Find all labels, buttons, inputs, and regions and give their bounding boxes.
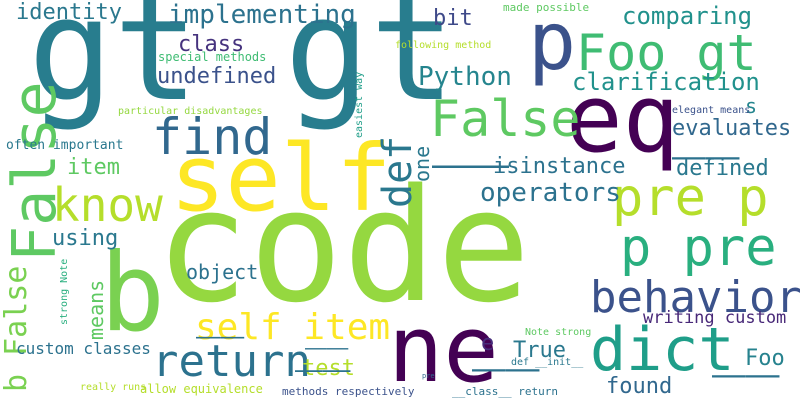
word-foo: Foo <box>745 346 785 371</box>
word-bit: bit <box>433 6 473 31</box>
word-s: s <box>745 94 758 118</box>
word-comparing: comparing <box>622 2 753 30</box>
word-operators: operators <box>480 178 621 208</box>
word-underscore-g: __ <box>305 309 349 350</box>
word-made-possible: made possible <box>503 1 590 14</box>
word-test: test <box>302 356 355 381</box>
word-e: e <box>481 331 495 356</box>
word-underscore-e: __ <box>712 313 780 378</box>
word-clarification: clarification <box>572 68 760 96</box>
word-undefined: undefined <box>157 64 277 89</box>
word-means-vertical: means <box>84 279 108 340</box>
word-implementing: implementing <box>168 0 356 30</box>
word-python: Python <box>418 62 512 92</box>
word-false: False <box>430 90 581 148</box>
word-pre-p: pre p <box>612 168 769 228</box>
word-isinstance: isinstance <box>493 154 626 179</box>
word-def-init: def __init__ <box>511 357 584 368</box>
word-underscore-d: __ <box>472 307 540 372</box>
word-evaluates: evaluates <box>672 116 792 141</box>
word-note-strong: Note strong <box>525 327 592 338</box>
word-easiest-way-vertical: easiest way <box>354 71 365 138</box>
word-ne: ne <box>388 296 499 400</box>
word-elegant-means: elegant means <box>672 105 751 116</box>
word-methods-respectively: methods respectively <box>282 385 415 398</box>
word-b-false-vertical: b False <box>0 265 34 392</box>
word-class-return: __class__ return <box>452 385 558 398</box>
word-one-vertical: one <box>410 145 434 182</box>
word-find: find <box>152 108 273 166</box>
word-self: self <box>170 125 392 232</box>
word-self-item: self item <box>195 307 391 348</box>
word-item: item <box>67 155 120 180</box>
word-object: object <box>186 260 259 284</box>
word-class: class <box>178 32 245 57</box>
word-identity: identity <box>16 0 122 25</box>
word-strong-note-vertical: strong Note <box>59 258 70 325</box>
word-foo-gt: Foo gt <box>576 24 757 82</box>
word-writing-custom: writing custom <box>643 308 787 328</box>
word-special-methods: special methods <box>158 50 267 64</box>
word-gt-gt: gt gt <box>28 0 456 133</box>
word-particular-disadvantages: particular disadvantages <box>118 106 263 117</box>
word-allow-equivalence: allow equivalence <box>140 382 263 396</box>
word-code: code <box>155 155 531 337</box>
word-underscore-a: __ <box>432 95 510 169</box>
word-found: found <box>606 374 673 399</box>
word-pre: pre <box>422 372 435 380</box>
word-know: know <box>52 178 163 232</box>
word-underscore-b: __ <box>672 95 740 160</box>
word-following-method: following method <box>395 40 492 51</box>
word-true: True <box>513 338 566 363</box>
word-underscore-c: __ <box>295 318 351 372</box>
word-really-runs: really runs <box>80 382 147 393</box>
word-return: return <box>152 336 311 387</box>
word-behavior: behavior <box>590 272 800 323</box>
word-dict: dict <box>590 315 735 385</box>
word-often-important: often important <box>6 138 124 153</box>
word-underscore-f: __ <box>196 293 245 339</box>
word-b: b <box>100 231 166 356</box>
word-defined: defined <box>676 156 769 181</box>
word-p: p <box>528 0 577 88</box>
word-eq: eq <box>566 65 680 174</box>
word-using: using <box>52 226 119 251</box>
word-custom-classes: custom classes <box>16 339 151 358</box>
word-p-pre: p pre <box>620 218 777 278</box>
